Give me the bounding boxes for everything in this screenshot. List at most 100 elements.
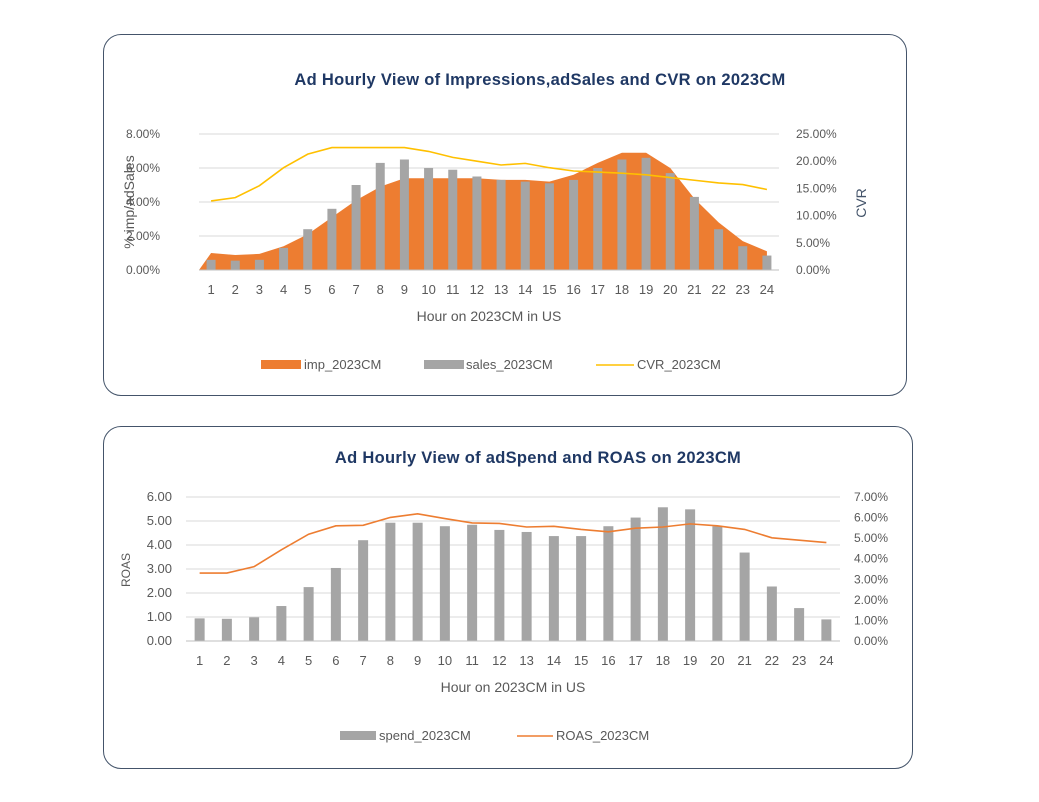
y-axis-title: % imp/adSales [121, 155, 137, 248]
x-tick-label: 14 [518, 282, 532, 297]
y2-tick-label: 0.00% [796, 263, 830, 277]
x-tick-label: 2 [223, 653, 230, 668]
bar-sales [569, 179, 579, 270]
legend-label-sales: sales_2023CM [466, 357, 553, 372]
y2-tick-label: 0.00% [854, 634, 888, 648]
y2-axis-title: CVR [853, 188, 869, 218]
bar-spend [657, 507, 668, 641]
bar-sales [351, 185, 361, 270]
y2-tick-label: 5.00% [796, 236, 830, 250]
bar-sales [206, 259, 216, 270]
bar-spend [576, 536, 587, 641]
bar-spend [794, 608, 805, 641]
x-tick-label: 17 [591, 282, 605, 297]
bar-sales [303, 229, 313, 270]
line-cvr [210, 146, 768, 202]
bar-sales [617, 159, 627, 270]
y2-tick-label: 3.00% [854, 572, 888, 586]
bar-spend [766, 586, 777, 641]
legend-swatch-imp [261, 360, 301, 369]
chart-title: Ad Hourly View of adSpend and ROAS on 20… [334, 449, 742, 467]
legend-swatch-sales [424, 360, 464, 369]
x-tick-label: 12 [492, 653, 506, 668]
y-tick-label: 3.00 [147, 561, 172, 576]
bar-spend [194, 618, 205, 641]
x-tick-label: 21 [737, 653, 751, 668]
bar-sales [762, 255, 772, 270]
x-tick-label: 8 [387, 653, 394, 668]
bar-spend [521, 531, 532, 641]
x-tick-label: 18 [615, 282, 629, 297]
bar-spend [630, 517, 641, 641]
x-tick-label: 10 [421, 282, 435, 297]
legend-swatch-spend [340, 731, 376, 740]
x-tick-label: 8 [377, 282, 384, 297]
y-tick-label: 0.00% [126, 263, 160, 277]
chart-spend-svg: 0.00 1.00 2.00 3.00 4.00 5.00 6.00 0.00% 1.00% 2.… [119, 489, 888, 743]
x-tick-label: 3 [256, 282, 263, 297]
bar-sales [714, 229, 724, 270]
x-tick-label: 23 [736, 282, 750, 297]
y2-tick-label: 25.00% [796, 127, 837, 141]
bar-spend [685, 509, 696, 641]
chart-panel-spend: Ad Hourly View of adSpend and ROAS on 20… [103, 426, 913, 769]
x-tick-label: 7 [352, 282, 359, 297]
x-tick-label: 11 [465, 653, 479, 668]
y-tick-label: 5.00 [147, 513, 172, 528]
x-tick-label: 13 [494, 282, 508, 297]
bar-sales [641, 157, 651, 270]
legend-label-spend: spend_2023CM [379, 728, 471, 743]
bar-sales [593, 168, 603, 270]
x-tick-label: 5 [305, 653, 312, 668]
x-tick-label: 1 [196, 653, 203, 668]
x-tick-label: 7 [360, 653, 367, 668]
x-tick-label: 24 [819, 653, 833, 668]
chart-impressions-svg: 0.00% 2.00% 4.00% 6.00% 8.00% 0.00% 5.00% 10.00… [121, 127, 869, 372]
x-tick-label: 11 [446, 282, 460, 297]
bar-sales [327, 208, 337, 270]
chart-panel-impressions: Ad Hourly View of Impressions,adSales an… [103, 34, 907, 396]
bar-spend [385, 522, 396, 641]
y-tick-label: 4.00% [126, 195, 160, 209]
bar-sales [689, 196, 699, 270]
x-tick-label: 22 [765, 653, 779, 668]
line-roas [199, 512, 827, 574]
bar-spend [494, 529, 505, 641]
y2-tick-label: 7.00% [854, 490, 888, 504]
x-tick-label: 16 [601, 653, 615, 668]
x-tick-label: 15 [542, 282, 556, 297]
y2-tick-label: 2.00% [854, 593, 888, 607]
bar-spend [412, 522, 423, 641]
bar-sales [375, 162, 385, 270]
x-tick-label: 9 [414, 653, 421, 668]
x-tick-label: 9 [401, 282, 408, 297]
bar-sales [399, 159, 409, 270]
y-tick-label: 0.00 [147, 633, 172, 648]
y-tick-label: 6.00 [147, 489, 172, 504]
bar-spend [249, 617, 260, 641]
x-tick-label: 4 [278, 653, 285, 668]
legend-label-cvr: CVR_2023CM [637, 357, 721, 372]
x-tick-label: 21 [687, 282, 701, 297]
x-tick-label: 1 [207, 282, 214, 297]
x-tick-label: 18 [656, 653, 670, 668]
x-tick-label: 5 [304, 282, 311, 297]
y2-tick-label: 10.00% [796, 209, 837, 223]
bar-spend [467, 524, 478, 641]
x-tick-label: 19 [639, 282, 653, 297]
bar-sales [448, 169, 458, 270]
bar-spend [712, 526, 723, 641]
bar-spend [276, 606, 287, 641]
x-axis-title: Hour on 2023CM in US [441, 679, 586, 695]
bar-spend [603, 526, 614, 641]
x-tick-label: 20 [710, 653, 724, 668]
y2-tick-label: 1.00% [854, 613, 888, 627]
y-tick-label: 6.00% [126, 161, 160, 175]
y-tick-label: 2.00 [147, 585, 172, 600]
bar-spend [439, 526, 450, 641]
bar-spend [739, 552, 750, 641]
y2-tick-label: 4.00% [854, 552, 888, 566]
bar-spend [330, 567, 341, 641]
bar-spend [221, 618, 232, 641]
x-axis-title: Hour on 2023CM in US [417, 308, 562, 324]
